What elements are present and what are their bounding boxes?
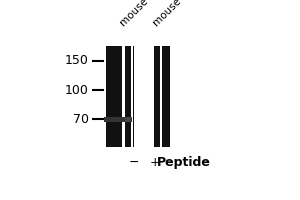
- Bar: [134, 46, 152, 147]
- Text: mouse muscle: mouse muscle: [151, 0, 212, 29]
- Text: 70: 70: [73, 113, 89, 126]
- Bar: [133, 46, 152, 147]
- Text: −: −: [129, 156, 139, 169]
- Text: mouse muscle: mouse muscle: [119, 0, 179, 29]
- Text: 150: 150: [65, 54, 89, 67]
- Text: 100: 100: [65, 84, 89, 97]
- Bar: [125, 117, 130, 122]
- Bar: [106, 46, 122, 147]
- Bar: [154, 46, 160, 147]
- Text: +: +: [150, 156, 160, 169]
- Bar: [125, 46, 130, 147]
- Text: Peptide: Peptide: [157, 156, 211, 169]
- Bar: [162, 46, 170, 147]
- Bar: [104, 117, 132, 122]
